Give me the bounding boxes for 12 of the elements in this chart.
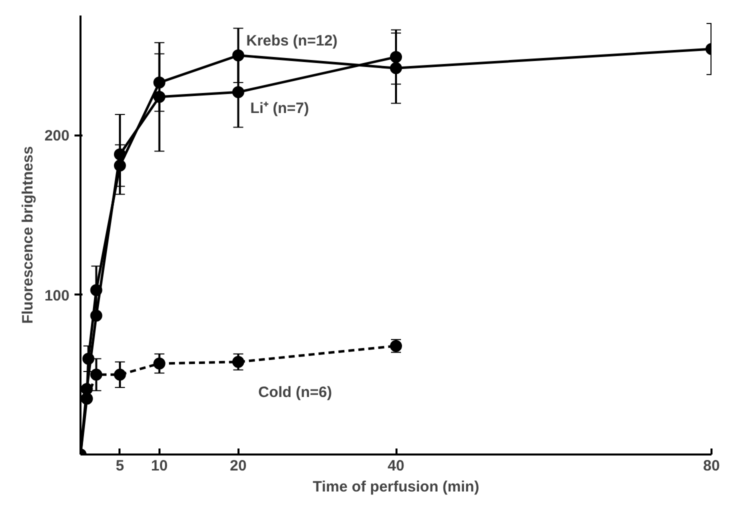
x-tick-label: 5 (116, 458, 124, 474)
series-label: Li⁺ (n=7) (250, 100, 310, 118)
series-label: Cold (n=6) (258, 384, 332, 401)
x-axis-title: Time of perfusion (min) (312, 478, 480, 496)
y-tick-label: 100 (44, 287, 70, 304)
y-axis-title: Fluorescence brightness (19, 146, 36, 324)
y-tick-label: 200 (44, 128, 70, 145)
x-tick-label: 20 (230, 458, 247, 474)
x-tick-label: 10 (151, 458, 168, 474)
series-label: Krebs (n=12) (246, 32, 338, 50)
x-tick-label: 40 (388, 458, 404, 474)
x-tick-label: 80 (703, 458, 720, 474)
